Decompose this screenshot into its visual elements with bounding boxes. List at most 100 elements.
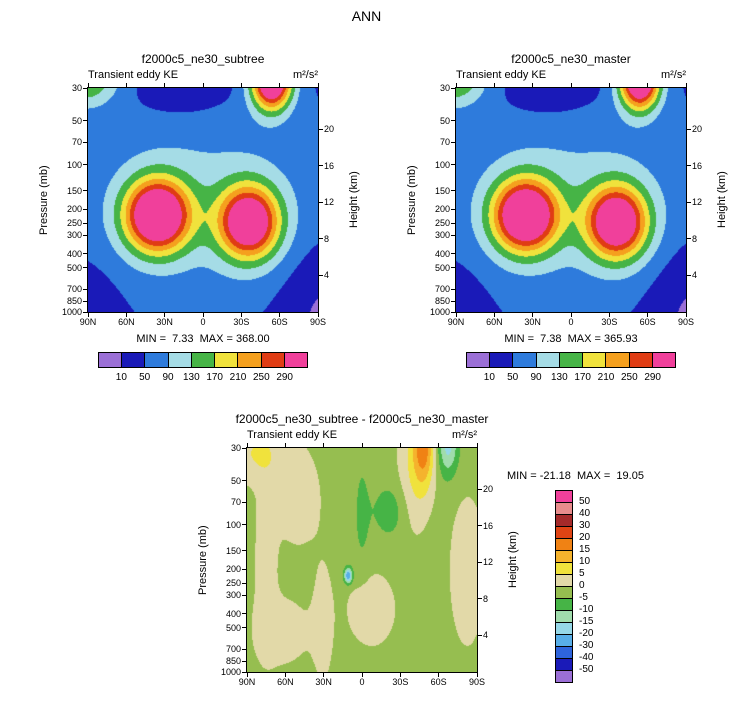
pressure-tick-label: 400 [66,248,82,259]
latitude-tick-label: 60N [486,317,503,327]
pressure-tick-mark [83,253,88,255]
latitude-tick-mark [570,83,572,88]
pressure-tick-mark [242,648,247,650]
pressure-tick-label: 150 [434,185,450,196]
latitude-tick-mark [361,672,363,677]
pressure-tick-label: 50 [71,115,82,126]
pressure-tick-label: 700 [66,284,82,295]
variable-label: Transient eddy KE [456,69,547,81]
pressure-tick-mark [451,141,456,143]
height-tick-label: 20 [324,124,335,135]
pressure-tick-mark [83,141,88,143]
latitude-tick-mark [361,443,363,448]
pressure-tick-label: 30 [230,443,241,453]
latitude-tick-label: 0 [568,317,574,327]
pressure-tick-mark [451,190,456,192]
units-label: m²/s² [292,69,318,81]
latitude-tick-label: 0 [200,317,206,327]
pressure-tick-label: 850 [225,656,241,667]
pressure-tick-mark [451,120,456,122]
colorbar-tick-label: 20 [579,532,591,543]
colorbar-tick-label: 130 [182,372,200,383]
colorbar-swatch [651,352,676,368]
pressure-tick-label: 50 [439,115,450,126]
latitude-tick-mark [532,312,534,317]
pressure-tick-mark [83,87,88,89]
contour-plot-canvas [87,87,319,313]
latitude-tick-label: 60N [277,677,294,687]
latitude-tick-mark [202,83,204,88]
variable-label: Transient eddy KE [247,429,338,441]
colorbar-labels: 10 50 90 130 170 210 250 290 [98,372,308,384]
latitude-tick-mark [685,83,687,88]
latitude-tick-mark [323,443,325,448]
latitude-tick-mark [279,83,281,88]
height-axis-label: Height (km) [716,171,728,229]
latitude-tick-mark [608,83,610,88]
pressure-tick-label: 500 [434,262,450,273]
height-tick-mark [318,128,323,130]
colorbar-swatch [260,352,285,368]
pressure-tick-mark [83,190,88,192]
pressure-tick-label: 100 [434,159,450,170]
pressure-tick-mark [242,594,247,596]
height-tick-mark [686,165,691,167]
panel-difference: f2000c5_ne30_subtree - f2000c5_ne30_mast… [197,412,644,687]
height-tick-mark [686,274,691,276]
latitude-tick-mark [647,312,649,317]
contour-plot-canvas [455,87,687,313]
colorbar-swatch [535,352,560,368]
colorbar [98,352,308,368]
pressure-tick-label: 70 [230,497,241,508]
latitude-tick-mark [570,312,572,317]
latitude-tick-label: 90N [79,317,97,327]
height-tick-mark [686,201,691,203]
pressure-tick-label: 1000 [429,307,450,317]
colorbar-tick-label: 40 [579,508,591,519]
pressure-tick-mark [83,208,88,210]
pressure-tick-label: 200 [434,204,450,215]
latitude-tick-mark [399,443,401,448]
height-tick-label: 16 [692,160,703,171]
pressure-tick-mark [242,671,247,673]
height-tick-mark [477,525,482,527]
pressure-tick-label: 400 [225,608,241,619]
latitude-tick-mark [164,83,166,88]
height-tick-label: 12 [483,557,494,568]
height-tick-label: 12 [324,197,335,208]
latitude-tick-label: 30S [392,677,409,687]
height-tick-label: 4 [692,270,698,281]
colorbar-swatch [237,352,262,368]
pressure-tick-mark [83,234,88,236]
colorbar-tick-label: 250 [620,372,638,383]
pressure-tick-label: 150 [66,185,82,196]
height-tick-mark [477,634,482,636]
colorbar-swatch [167,352,192,368]
pressure-tick-label: 850 [66,296,82,307]
latitude-tick-mark [438,443,440,448]
pressure-tick-mark [451,87,456,89]
latitude-tick-mark [164,312,166,317]
pressure-tick-mark [83,311,88,313]
colorbar-tick-label: 50 [507,372,519,383]
pressure-tick-mark [242,480,247,482]
panel-subtitle-row: Transient eddy KE m²/s² [88,69,318,81]
pressure-tick-label: 100 [225,519,241,530]
colorbar-tick-label: 50 [139,372,151,383]
panel-subtitle-row: Transient eddy KE m²/s² [247,429,477,441]
panel-title: f2000c5_ne30_subtree [141,52,265,66]
latitude-tick-mark [246,672,248,677]
pressure-tick-mark [83,267,88,269]
latitude-tick-mark [399,672,401,677]
pressure-tick-mark [451,288,456,290]
colorbar [466,352,676,368]
contour-plot-canvas [246,447,478,673]
latitude-tick-mark [476,672,478,677]
latitude-tick-mark [317,83,319,88]
pressure-tick-mark [451,267,456,269]
latitude-tick-label: 60S [430,677,447,687]
pressure-tick-label: 30 [439,83,450,93]
pressure-tick-label: 700 [225,644,241,655]
pressure-tick-mark [451,222,456,224]
pressure-tick-label: 250 [66,218,82,229]
